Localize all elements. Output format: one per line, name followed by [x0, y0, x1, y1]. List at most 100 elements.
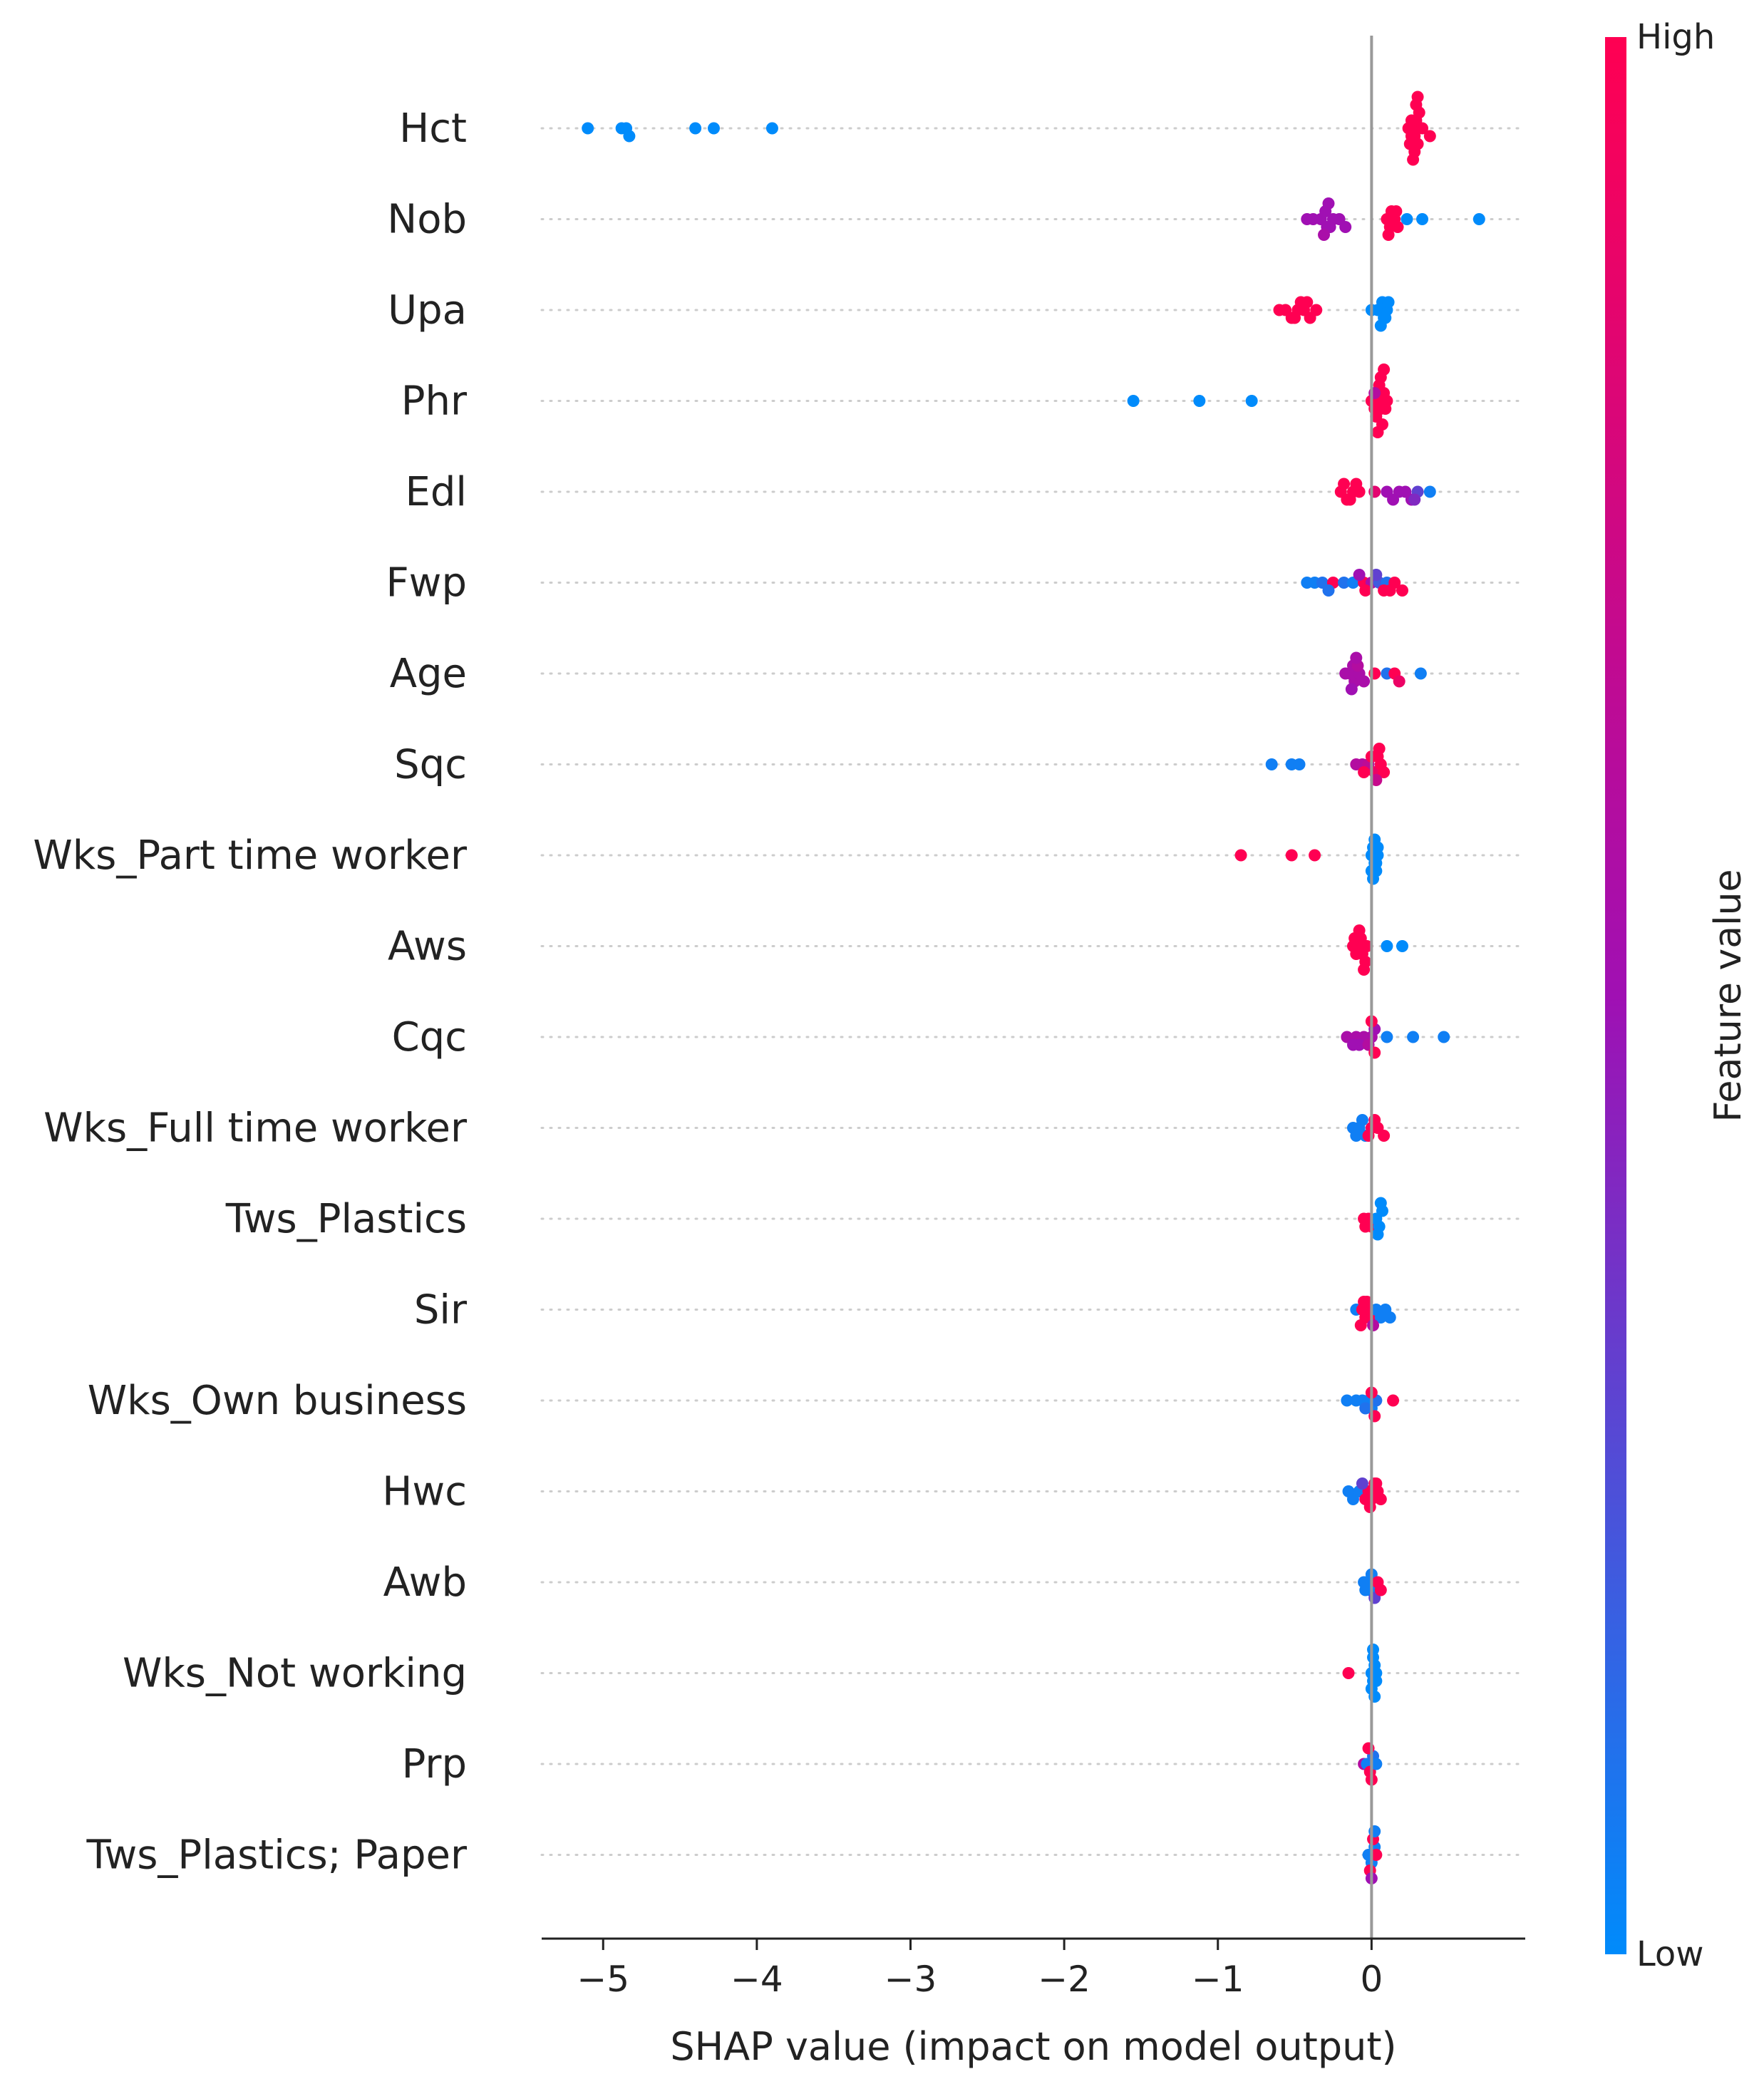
data-point-edl: [1343, 493, 1356, 506]
feature-rows: Hct Nob Upa Phr Edl Fwp Age Sqc Wks_Part time wo…: [33, 105, 1527, 1879]
data-point-hct: [1411, 91, 1424, 103]
data-point-hct: [765, 122, 778, 135]
data-point-fwp: [1353, 569, 1366, 581]
data-point-wks-own-business: [1387, 1394, 1400, 1407]
x-ticks: −5 −4 −3 −2 −1 0: [577, 1939, 1383, 2000]
data-point-hct: [689, 122, 702, 135]
feature-label-wks-own-business: Wks_Own business: [88, 1378, 467, 1424]
data-point-aws: [1358, 964, 1371, 976]
data-point-cqc: [1438, 1031, 1450, 1043]
feature-label-age: Age: [390, 651, 467, 697]
data-point-sqc: [1358, 766, 1371, 778]
data-point-age: [1350, 651, 1363, 664]
data-point-wks-full-time-worker: [1378, 1130, 1391, 1142]
data-point-sir: [1354, 1319, 1367, 1331]
feature-label-phr: Phr: [401, 378, 468, 425]
data-point-tws-plastics: [1374, 1197, 1387, 1209]
feature-label-nob: Nob: [387, 197, 467, 243]
feature-label-fwp: Fwp: [386, 560, 467, 607]
colorbar: High Low Feature value: [1605, 17, 1750, 1974]
data-point-wks-full-time-worker: [1350, 1130, 1363, 1142]
data-point-phr: [1193, 395, 1206, 407]
feature-label-wks-full-time-worker: Wks_Full time worker: [43, 1105, 468, 1152]
data-point-cqc: [1381, 1031, 1393, 1043]
data-point-edl: [1423, 485, 1436, 498]
colorbar-gradient: [1605, 37, 1626, 1954]
data-point-hct: [1405, 114, 1418, 127]
data-point-hct: [1416, 122, 1429, 135]
data-point-fwp: [1370, 569, 1383, 581]
data-point-wks-not-working: [1367, 1644, 1380, 1656]
data-point-tws-plastics-paper: [1370, 1849, 1383, 1861]
data-point-fwp: [1359, 584, 1372, 597]
data-point-phr: [1245, 395, 1258, 407]
colorbar-title: Feature value: [1707, 869, 1750, 1122]
data-point-hwc: [1356, 1477, 1368, 1490]
data-point-edl: [1338, 478, 1351, 490]
data-point-aws: [1350, 948, 1363, 960]
data-point-hwc: [1374, 1493, 1387, 1505]
data-point-nob: [1318, 229, 1331, 241]
data-point-sqc: [1265, 758, 1278, 770]
feature-label-hct: Hct: [399, 105, 467, 152]
data-point-sqc: [1370, 774, 1383, 786]
data-point-wks-own-business: [1341, 1394, 1353, 1407]
data-point-prp: [1370, 1758, 1383, 1770]
feature-label-edl: Edl: [406, 469, 468, 515]
colorbar-high-label: High: [1636, 17, 1715, 57]
data-point-nob: [1472, 213, 1485, 225]
feature-label-wks-not-working: Wks_Not working: [123, 1651, 467, 1697]
data-point-upa: [1382, 296, 1395, 309]
x-tick-label: −2: [1038, 1959, 1090, 2000]
data-point-nob: [1391, 221, 1404, 233]
data-point-wks-part-time-worker: [1234, 849, 1247, 862]
data-point-fwp: [1396, 584, 1408, 597]
x-axis-title: SHAP value (impact on model output): [670, 2024, 1396, 2069]
feature-label-tws-plastics: Tws_Plastics: [225, 1196, 467, 1242]
data-point-upa: [1374, 319, 1387, 332]
data-point-age: [1345, 683, 1358, 696]
data-point-aws: [1348, 932, 1361, 944]
data-point-edl: [1408, 493, 1421, 506]
data-point-nob: [1401, 213, 1413, 225]
x-tick-label: −5: [577, 1959, 629, 2000]
feature-label-sir: Sir: [414, 1287, 468, 1334]
feature-label-awb: Awb: [383, 1559, 467, 1606]
data-point-nob: [1416, 213, 1429, 225]
data-point-phr: [1379, 403, 1392, 415]
x-axis: −5 −4 −3 −2 −1 0 SHAP value (impact on model …: [542, 1937, 1525, 2069]
data-point-hct: [1407, 153, 1420, 166]
data-point-fwp: [1322, 584, 1335, 597]
colorbar-low-label: Low: [1636, 1934, 1704, 1974]
data-point-wks-not-working: [1342, 1667, 1355, 1679]
data-point-sqc: [1378, 766, 1391, 778]
data-point-nob: [1322, 197, 1335, 210]
data-point-awb: [1359, 1584, 1372, 1596]
data-point-fwp: [1383, 584, 1396, 597]
data-point-hwc: [1370, 1477, 1383, 1490]
data-point-hct: [1423, 130, 1436, 143]
points-layer: [582, 91, 1485, 1884]
data-point-aws: [1381, 940, 1393, 952]
feature-label-sqc: Sqc: [394, 742, 467, 788]
data-point-wks-part-time-worker: [1370, 865, 1383, 877]
x-tick-label: −4: [731, 1959, 783, 2000]
data-point-phr: [1378, 363, 1391, 376]
data-point-age: [1358, 675, 1371, 688]
feature-label-upa: Upa: [388, 287, 467, 334]
data-point-wks-part-time-worker: [1371, 841, 1384, 854]
data-point-sqc: [1293, 758, 1306, 770]
data-point-hwc: [1363, 1501, 1376, 1513]
data-point-sir: [1383, 1311, 1396, 1324]
data-point-nob: [1382, 229, 1395, 241]
x-tick-label: −3: [884, 1959, 937, 2000]
data-point-tws-plastics: [1371, 1228, 1384, 1241]
feature-label-aws: Aws: [388, 924, 467, 970]
data-point-edl: [1350, 478, 1363, 490]
data-point-age: [1414, 667, 1427, 680]
data-point-phr: [1371, 426, 1384, 438]
data-point-sqc: [1373, 743, 1386, 755]
feature-label-tws-plastics-paper: Tws_Plastics; Paper: [86, 1832, 468, 1879]
data-point-fwp: [1338, 577, 1351, 589]
